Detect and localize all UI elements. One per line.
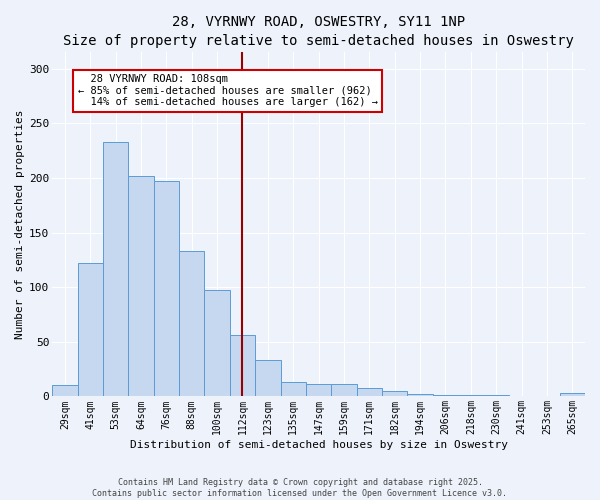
Bar — [356, 388, 382, 396]
Bar — [407, 394, 433, 396]
Text: 28 VYRNWY ROAD: 108sqm
← 85% of semi-detached houses are smaller (962)
  14% of : 28 VYRNWY ROAD: 108sqm ← 85% of semi-det… — [77, 74, 377, 108]
Bar — [103, 142, 128, 397]
Bar — [179, 251, 205, 396]
Bar — [255, 360, 281, 396]
Bar — [77, 263, 103, 396]
Bar — [52, 386, 77, 396]
Bar — [331, 384, 356, 396]
Title: 28, VYRNWY ROAD, OSWESTRY, SY11 1NP
Size of property relative to semi-detached h: 28, VYRNWY ROAD, OSWESTRY, SY11 1NP Size… — [63, 15, 574, 48]
Bar — [382, 391, 407, 396]
Bar — [281, 382, 306, 396]
Bar — [128, 176, 154, 396]
Bar — [154, 182, 179, 396]
X-axis label: Distribution of semi-detached houses by size in Oswestry: Distribution of semi-detached houses by … — [130, 440, 508, 450]
Bar — [205, 290, 230, 397]
Text: Contains HM Land Registry data © Crown copyright and database right 2025.
Contai: Contains HM Land Registry data © Crown c… — [92, 478, 508, 498]
Bar — [560, 393, 585, 396]
Bar — [230, 336, 255, 396]
Y-axis label: Number of semi-detached properties: Number of semi-detached properties — [15, 110, 25, 339]
Bar — [306, 384, 331, 396]
